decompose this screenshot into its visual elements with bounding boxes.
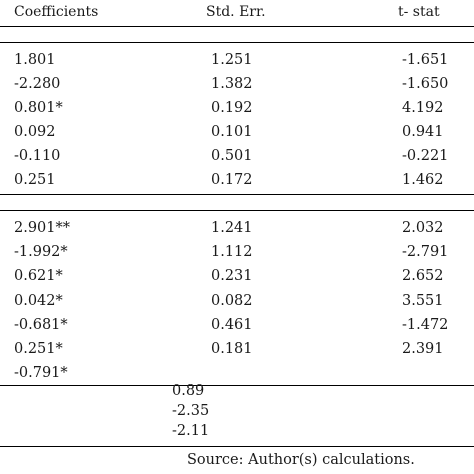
panel2-top-rule xyxy=(0,210,474,211)
coefficient-cell: 0.801* xyxy=(14,100,63,116)
t-stat-cell: -0.221 xyxy=(402,148,449,164)
coefficient-cell: -2.280 xyxy=(14,76,61,92)
std-err-cell: 0.461 xyxy=(211,316,253,333)
t-stat-cell: 2.032 xyxy=(402,220,444,236)
t-stat-cell: -1.651 xyxy=(402,52,449,68)
coefficient-cell: 0.042* xyxy=(14,292,63,309)
coefficient-cell: 0.251 xyxy=(14,172,56,188)
coefficient-cell: -0.791* xyxy=(14,365,68,382)
summary-stat-value: 0.89 xyxy=(172,383,205,399)
summary-stat-value: -2.35 xyxy=(172,403,210,419)
summary-stat-value: -2.11 xyxy=(172,423,210,439)
std-err-cell: 0.082 xyxy=(211,292,253,309)
stats-rule xyxy=(0,385,474,386)
std-err-cell: 0.501 xyxy=(211,148,253,164)
header-coefficients: Coefficients xyxy=(14,4,99,20)
t-stat-cell: -2.791 xyxy=(402,244,449,261)
t-stat-cell: 1.462 xyxy=(402,172,444,188)
t-stat-cell: -1.650 xyxy=(402,76,449,92)
t-stat-cell: -1.472 xyxy=(402,316,449,333)
std-err-cell: 0.172 xyxy=(211,172,253,188)
coefficient-cell: 1.801 xyxy=(14,52,56,68)
bottom-rule xyxy=(0,446,474,447)
std-err-cell: 0.231 xyxy=(211,268,253,285)
coefficient-cell: -0.110 xyxy=(14,148,61,164)
std-err-cell: 1.382 xyxy=(211,76,253,92)
coefficient-cell: -0.681* xyxy=(14,316,68,333)
std-err-cell: 0.101 xyxy=(211,124,253,140)
t-stat-cell: 2.652 xyxy=(402,268,444,285)
std-err-cell: 1.112 xyxy=(211,244,253,261)
header-rule xyxy=(0,26,474,27)
header-t-stat: t- stat xyxy=(398,4,440,20)
header-std-err: Std. Err. xyxy=(206,4,266,20)
panel1-top-rule xyxy=(0,42,474,43)
t-stat-cell: 4.192 xyxy=(402,100,444,116)
std-err-cell: 1.251 xyxy=(211,52,253,68)
std-err-cell: 0.192 xyxy=(211,100,253,116)
coefficient-cell: 2.901** xyxy=(14,220,71,236)
coefficient-cell: -1.992* xyxy=(14,244,68,261)
t-stat-cell: 0.941 xyxy=(402,124,444,140)
coefficient-cell: 0.621* xyxy=(14,268,63,285)
source-note: Source: Author(s) calculations. xyxy=(187,452,415,468)
panel-separator-rule xyxy=(0,194,474,195)
coefficient-cell: 0.092 xyxy=(14,124,56,140)
std-err-cell: 0.181 xyxy=(211,341,253,357)
coefficient-cell: 0.251* xyxy=(14,341,63,357)
std-err-cell: 1.241 xyxy=(211,220,253,236)
t-stat-cell: 3.551 xyxy=(402,292,444,309)
t-stat-cell: 2.391 xyxy=(402,341,444,357)
